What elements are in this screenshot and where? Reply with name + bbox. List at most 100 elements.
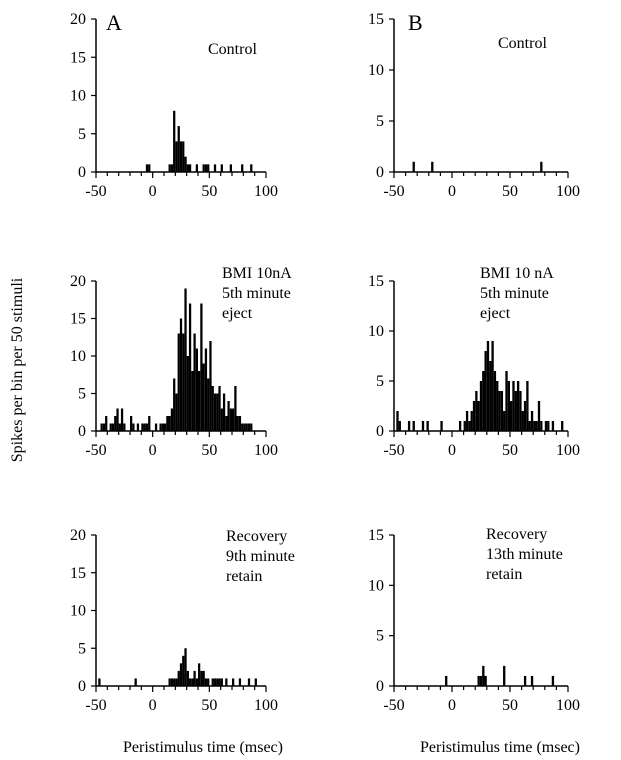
histogram-bar <box>475 391 478 431</box>
histogram-bar <box>175 141 178 172</box>
histogram-bar <box>491 341 494 431</box>
histogram-bar <box>145 423 149 431</box>
x-tick-label: -50 <box>383 442 404 459</box>
histogram-bar <box>498 391 501 431</box>
histogram-bar <box>166 416 169 431</box>
x-tick-label: 0 <box>448 697 456 714</box>
histogram-bar <box>193 670 196 686</box>
histogram-bar <box>526 381 529 431</box>
histogram-bar <box>193 333 196 431</box>
x-tick-label: 0 <box>149 442 157 459</box>
histogram-bar <box>207 164 210 172</box>
histogram-bar <box>398 421 401 431</box>
histogram-bar <box>245 423 248 431</box>
x-tick-label: 50 <box>201 697 217 714</box>
histogram-bar <box>202 164 205 172</box>
histogram-panel-A-bmi: -50 0 50 100 0 5 10 15 20 BMI 10nA 5th minute eject <box>70 265 292 459</box>
histogram-bar <box>145 164 149 172</box>
histogram-bar <box>465 411 469 431</box>
y-tick-label: 10 <box>368 62 384 79</box>
histogram-bar <box>207 678 210 686</box>
x-tick-label: 50 <box>502 183 518 200</box>
histogram-bar <box>154 423 158 431</box>
histogram-bar <box>238 416 242 431</box>
histogram-bar <box>198 663 201 686</box>
histogram-bar <box>232 678 235 686</box>
histogram-bar <box>232 408 235 431</box>
histogram-bar <box>118 423 121 431</box>
histogram-bar <box>537 401 541 431</box>
y-tick-label: 5 <box>376 113 384 130</box>
histogram-bar <box>191 371 194 431</box>
histogram-bar <box>431 161 434 172</box>
histogram-bar <box>250 423 253 431</box>
histogram-bar <box>168 164 171 172</box>
histogram-bar <box>412 161 415 172</box>
histogram-bar <box>213 393 217 431</box>
histogram-bar <box>216 678 219 686</box>
histogram-bar <box>225 678 228 686</box>
histogram-bar <box>186 356 189 431</box>
histogram-bar <box>421 421 425 431</box>
y-tick-label: 10 <box>368 577 384 594</box>
panel-annotation: eject <box>480 305 511 322</box>
histogram-bar <box>202 363 205 431</box>
histogram-bar <box>170 164 174 172</box>
histogram-bar <box>179 663 183 686</box>
y-tick-label: 5 <box>376 628 384 645</box>
histogram-bar <box>229 408 232 431</box>
histogram-bar <box>220 164 223 172</box>
histogram-bar <box>412 421 415 431</box>
histogram-bar <box>188 303 192 431</box>
histogram-bar <box>98 678 101 686</box>
histogram-bar <box>547 421 550 431</box>
panel-annotation: Control <box>498 35 547 52</box>
panel-annotation: retain <box>226 568 262 585</box>
histogram-bar <box>141 423 144 431</box>
histogram-bar <box>528 421 531 431</box>
histogram-bar <box>229 164 232 172</box>
histogram-bar <box>213 678 217 686</box>
histogram-bar <box>496 381 499 431</box>
histogram-bar <box>463 421 466 431</box>
histogram-bar <box>198 371 201 431</box>
y-axis-title: Spikes per bin per 50 stimuli <box>9 277 26 462</box>
histogram-bar <box>188 164 192 172</box>
x-tick-label: 50 <box>201 442 217 459</box>
histogram-panel-A-recovery: -50 0 50 100 0 5 10 15 20 Recovery 9th minute retai… <box>70 527 295 714</box>
histogram-bar <box>477 675 480 686</box>
y-tick-label: 15 <box>70 565 86 582</box>
x-axis-title-right: Peristimulus time (msec) <box>420 739 580 756</box>
histogram-bar <box>489 361 492 431</box>
y-tick-label: 15 <box>368 527 384 544</box>
histogram-bar <box>523 675 527 686</box>
histogram-bar <box>218 386 221 431</box>
histogram-bar <box>179 141 183 172</box>
histogram-bar <box>143 423 146 431</box>
x-tick-label: -50 <box>383 183 404 200</box>
histogram-bar <box>211 386 214 431</box>
x-tick-label: 100 <box>254 183 278 200</box>
histogram-bar <box>195 678 198 686</box>
y-tick-label: 15 <box>368 273 384 290</box>
panel-annotation: 9th minute <box>226 548 295 565</box>
y-tick-label: 10 <box>70 603 86 620</box>
histogram-bar <box>234 386 237 431</box>
y-tick-label: 10 <box>70 348 86 365</box>
x-tick-label: 100 <box>254 442 278 459</box>
histogram-bar <box>561 421 564 431</box>
histogram-panel-B-control: -50 0 50 100 0 5 10 15 B Control <box>368 10 580 200</box>
x-tick-label: 50 <box>502 442 518 459</box>
panel-annotation: Control <box>208 41 257 58</box>
histogram-bar <box>100 423 103 431</box>
histogram-bar <box>458 421 462 431</box>
histogram-bar <box>503 665 506 686</box>
histogram-bar <box>241 423 244 431</box>
y-tick-label: 0 <box>78 678 86 695</box>
histogram-panel-B-bmi: -50 0 50 100 0 5 10 15 BMI 10 nA 5th minute eject <box>368 265 580 459</box>
histogram-bar <box>204 348 208 431</box>
histogram-bar <box>209 341 212 431</box>
histogram-bar <box>207 378 210 431</box>
y-tick-label: 5 <box>78 640 86 657</box>
y-tick-label: 20 <box>70 11 86 28</box>
